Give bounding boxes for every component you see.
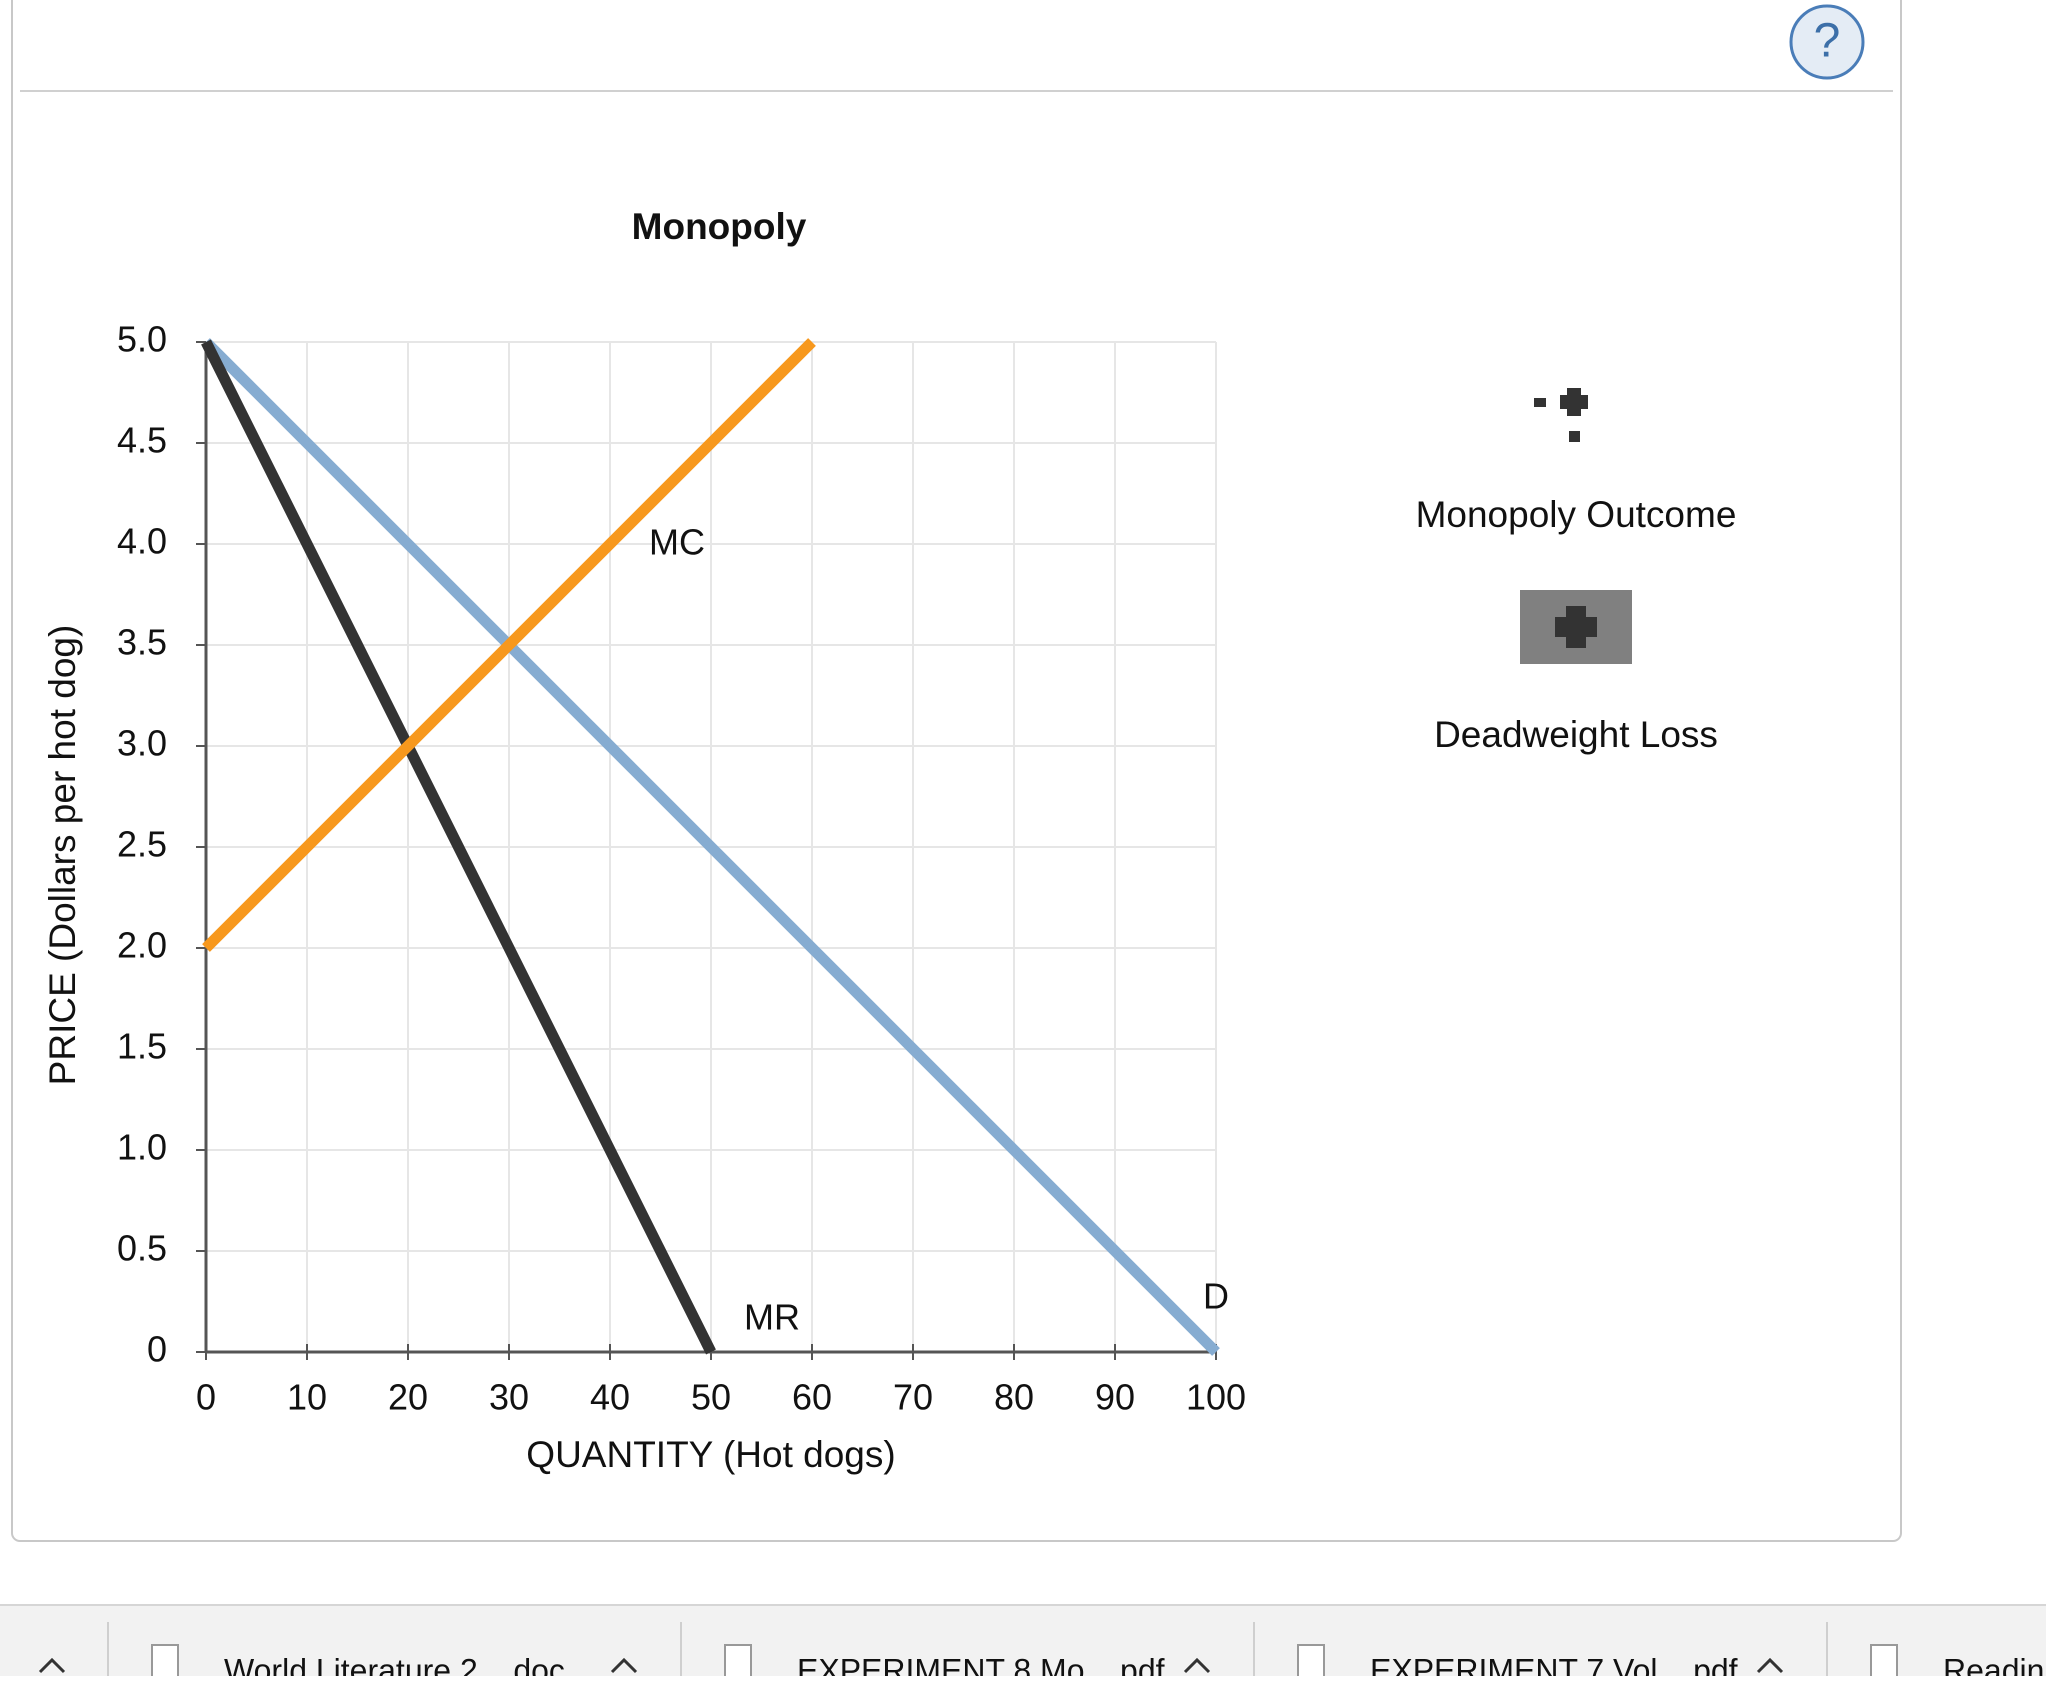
taskbar (0, 1605, 2046, 1676)
file-icon (1870, 1644, 1898, 1680)
deadweight-loss-tool[interactable] (1520, 590, 1632, 664)
taskbar-item[interactable]: Readin (1943, 1652, 2044, 1681)
monopoly-outcome-tool[interactable] (1534, 388, 1588, 442)
y-tick-label: 0.5 (117, 1228, 167, 1269)
taskbar-item[interactable]: World Literature 2....doc (224, 1652, 565, 1681)
y-tick-label: 4.0 (117, 521, 167, 562)
y-tick-label: 3.5 (117, 622, 167, 663)
curve[interactable] (202, 338, 816, 952)
tool-label: Deadweight Loss (1434, 714, 1718, 755)
x-tick-label: 20 (388, 1377, 428, 1418)
y-tick-label: 1.5 (117, 1026, 167, 1067)
y-tick-label: 5.0 (117, 319, 167, 360)
chevron[interactable] (610, 1657, 638, 1674)
taskbar-item[interactable]: EXPERIMENT 7 Vol....pdf (1370, 1652, 1738, 1681)
y-tick-label: 0 (147, 1329, 167, 1370)
curve-label: MR (744, 1297, 800, 1338)
x-tick-label: 40 (590, 1377, 630, 1418)
file-icon (151, 1644, 179, 1680)
x-tick-label: 80 (994, 1377, 1034, 1418)
taskbar-item[interactable]: EXPERIMENT 8 Mo....pdf (797, 1652, 1165, 1681)
curve-label: MC (649, 522, 705, 563)
y-axis-label: PRICE (Dollars per hot dog) (42, 625, 83, 1086)
x-tick-label: 90 (1095, 1377, 1135, 1418)
y-tick-label: 3.0 (117, 723, 167, 764)
x-tick-label: 50 (691, 1377, 731, 1418)
x-tick-label: 10 (287, 1377, 327, 1418)
x-tick-label: 30 (489, 1377, 529, 1418)
file-icon (1297, 1644, 1325, 1680)
y-tick-label: 4.5 (117, 420, 167, 461)
chart-title: Monopoly (632, 206, 807, 247)
curve[interactable] (201, 339, 716, 1355)
x-tick-label: 100 (1186, 1377, 1246, 1418)
curve[interactable] (202, 338, 1220, 1356)
help-button[interactable]: ? (1789, 4, 1865, 80)
y-tick-label: 2.5 (117, 824, 167, 865)
x-axis-label: QUANTITY (Hot dogs) (526, 1434, 895, 1475)
x-tick-label: 60 (792, 1377, 832, 1418)
chevron (38, 1657, 66, 1674)
chevron[interactable] (1756, 1657, 1784, 1674)
curve-label: D (1203, 1276, 1229, 1317)
panel (11, 0, 1902, 1542)
svg-text:?: ? (1814, 15, 1841, 68)
file-icon (724, 1644, 752, 1680)
y-tick-label: 2.0 (117, 925, 167, 966)
x-tick-label: 0 (196, 1377, 216, 1418)
chevron[interactable] (1183, 1657, 1211, 1674)
tool-label: Monopoly Outcome (1416, 494, 1737, 535)
y-tick-label: 1.0 (117, 1127, 167, 1168)
x-tick-label: 70 (893, 1377, 933, 1418)
